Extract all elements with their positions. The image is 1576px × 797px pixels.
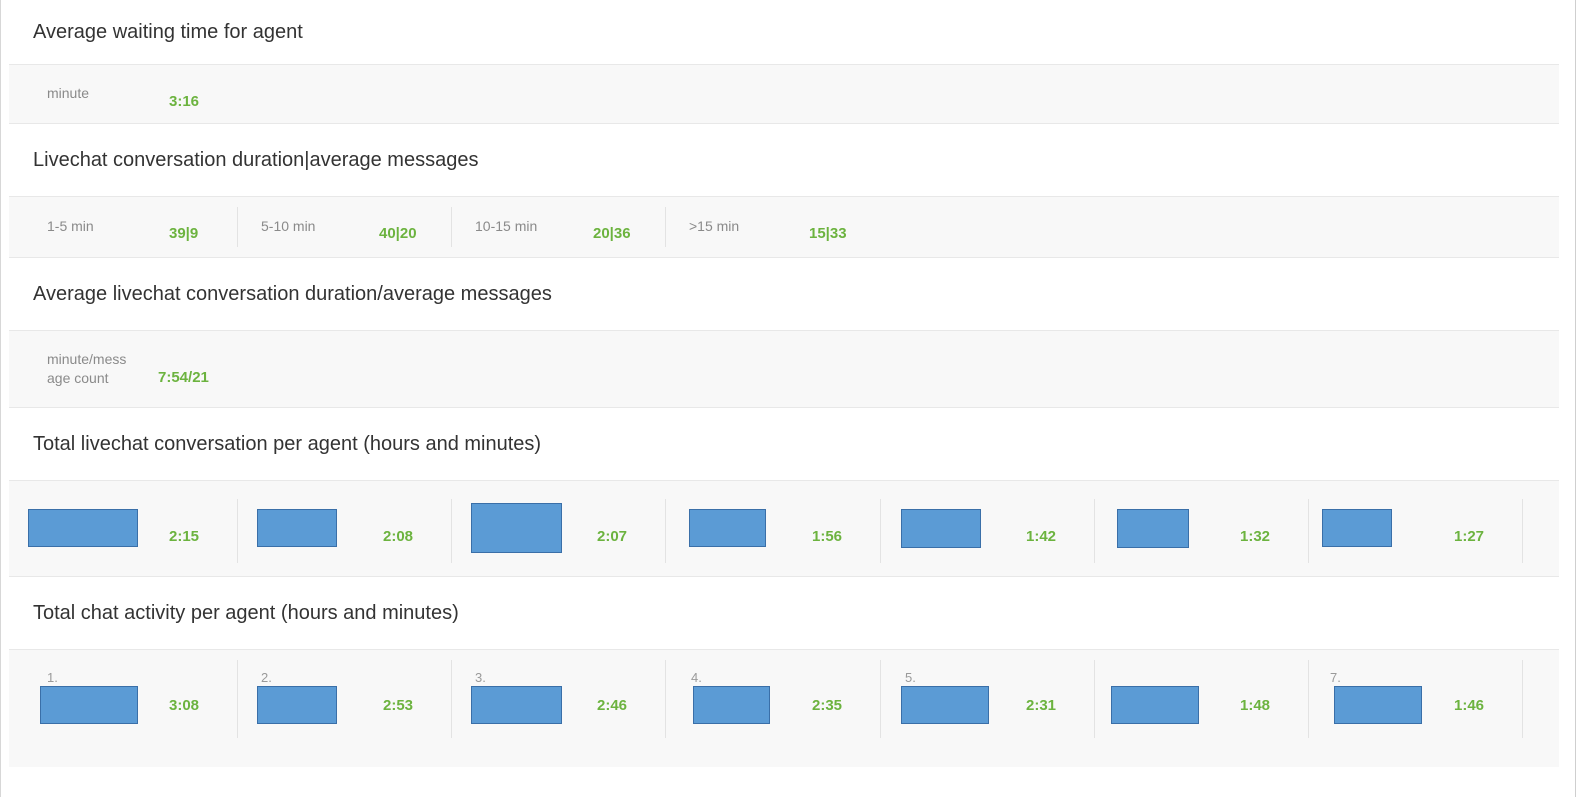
- divider: [1308, 499, 1309, 563]
- agent-card-5: 1:42: [880, 481, 1094, 576]
- average-label-line1: minute/mess: [47, 351, 127, 367]
- agent-rank: 4.: [691, 670, 702, 685]
- redacted-agent-name: [257, 509, 337, 547]
- average-value: 7:54/21: [158, 369, 209, 386]
- bucket-value: 40|20: [379, 225, 417, 242]
- divider: [1522, 499, 1523, 563]
- divider: [1522, 660, 1523, 738]
- agent-time: 2:15: [169, 528, 200, 545]
- bucket-value: 20|36: [593, 225, 631, 242]
- agent-time: 2:07: [597, 528, 628, 545]
- agent-card-4: 1:56: [665, 481, 880, 576]
- agent-time: 1:56: [812, 528, 843, 545]
- agent-card-2: 2:08: [237, 481, 451, 576]
- divider: [1094, 660, 1095, 738]
- bucket-label: 1-5 min: [47, 218, 94, 234]
- agent-rank: 2.: [261, 670, 272, 685]
- divider: [451, 660, 452, 738]
- bucket-value: 15|33: [809, 225, 847, 242]
- bucket-label: >15 min: [689, 218, 740, 234]
- agent-rank: 5.: [905, 670, 916, 685]
- agent-rank: 7.: [1330, 670, 1341, 685]
- bucket-label: 5-10 min: [261, 218, 316, 234]
- redacted-agent-name: [1117, 509, 1189, 548]
- bucket-label: 10-15 min: [475, 218, 538, 234]
- duration-bucket-3: 10-15 min 20|36: [451, 197, 665, 257]
- agent-time: 1:48: [1240, 697, 1271, 714]
- divider: [237, 499, 238, 563]
- average-duration-cell: minute/mess age count 7:54/21: [9, 331, 239, 407]
- activity-card-5: 5. 2:31: [880, 650, 1094, 767]
- agent-card-1: 2:15: [9, 481, 237, 576]
- activity-card-6: 1:48: [1094, 650, 1308, 767]
- divider: [237, 660, 238, 738]
- waiting-time-panel: minute 3:16: [9, 64, 1559, 124]
- redacted-agent-name: [901, 686, 989, 724]
- redacted-agent-name: [1322, 509, 1392, 547]
- redacted-agent-name: [40, 686, 138, 724]
- average-duration-title: Average livechat conversation duration/a…: [9, 258, 1559, 330]
- report-content: Average waiting time for agent minute 3:…: [9, 0, 1559, 767]
- agent-time: 1:46: [1454, 697, 1485, 714]
- divider: [665, 499, 666, 563]
- bucket-value: 39|9: [169, 225, 199, 242]
- activity-panel: 1. 3:08 2. 2:53 3. 2:46 4. 2:35: [9, 649, 1559, 767]
- agent-time: 1:32: [1240, 528, 1271, 545]
- agent-time: 2:31: [1026, 697, 1057, 714]
- average-label-line2: age count: [47, 370, 109, 386]
- agent-time: 2:46: [597, 697, 628, 714]
- per-agent-panel: 2:15 2:08 2:07 1:56 1:42: [9, 480, 1559, 577]
- agent-card-7: 1:27: [1308, 481, 1522, 576]
- duration-panel: 1-5 min 39|9 5-10 min 40|20 10-15 min 20…: [9, 196, 1559, 258]
- per-agent-title: Total livechat conversation per agent (h…: [9, 408, 1559, 480]
- duration-title: Livechat conversation duration|average m…: [9, 124, 1559, 196]
- redacted-agent-name: [901, 509, 981, 548]
- redacted-agent-name: [471, 503, 562, 553]
- divider: [665, 207, 666, 247]
- activity-card-4: 4. 2:35: [665, 650, 880, 767]
- divider: [451, 499, 452, 563]
- duration-bucket-4: >15 min 15|33: [665, 197, 879, 257]
- divider: [665, 660, 666, 738]
- activity-card-2: 2. 2:53: [237, 650, 451, 767]
- redacted-agent-name: [257, 686, 337, 724]
- duration-bucket-2: 5-10 min 40|20: [237, 197, 451, 257]
- activity-card-3: 3. 2:46: [451, 650, 665, 767]
- average-duration-panel: minute/mess age count 7:54/21: [9, 330, 1559, 408]
- divider: [880, 660, 881, 738]
- activity-card-7: 7. 1:46: [1308, 650, 1522, 767]
- agent-card-3: 2:07: [451, 481, 665, 576]
- redacted-agent-name: [1111, 686, 1199, 724]
- waiting-time-value: 3:16: [169, 93, 200, 110]
- waiting-time-label: minute: [47, 85, 90, 101]
- redacted-agent-name: [28, 509, 138, 547]
- divider: [1308, 660, 1309, 738]
- waiting-time-cell: minute 3:16: [9, 65, 239, 123]
- divider: [237, 207, 238, 247]
- redacted-agent-name: [1334, 686, 1422, 724]
- redacted-agent-name: [693, 686, 770, 724]
- redacted-agent-name: [689, 509, 766, 547]
- agent-rank: 1.: [47, 670, 58, 685]
- agent-card-6: 1:32: [1094, 481, 1308, 576]
- activity-title: Total chat activity per agent (hours and…: [9, 577, 1559, 649]
- agent-time: 2:08: [383, 528, 414, 545]
- redacted-agent-name: [471, 686, 562, 724]
- agent-rank: 3.: [475, 670, 486, 685]
- divider: [880, 499, 881, 563]
- divider: [1094, 499, 1095, 563]
- agent-time: 2:35: [812, 697, 843, 714]
- duration-bucket-1: 1-5 min 39|9: [9, 197, 237, 257]
- activity-card-1: 1. 3:08: [9, 650, 237, 767]
- agent-time: 1:27: [1454, 528, 1485, 545]
- agent-time: 2:53: [383, 697, 414, 714]
- agent-time: 1:42: [1026, 528, 1057, 545]
- agent-time: 3:08: [169, 697, 200, 714]
- waiting-time-title: Average waiting time for agent: [9, 0, 1559, 64]
- divider: [451, 207, 452, 247]
